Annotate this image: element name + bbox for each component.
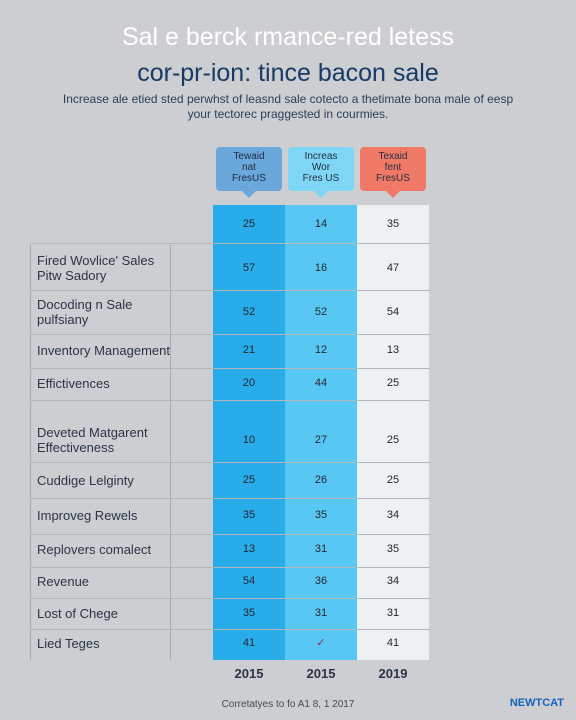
column-header-2: Increas Wor Fres US	[288, 147, 354, 198]
table-cell: 34	[386, 509, 400, 521]
chart-subtitle: Increase ale etied sted perwhst of leasn…	[62, 92, 514, 121]
row-label: Effictivences	[37, 376, 212, 391]
table-cell: 41	[242, 637, 256, 649]
column-band-1	[213, 205, 285, 660]
table-cell: 54	[386, 306, 400, 318]
table-cell: 16	[314, 262, 328, 274]
table-cell: 44	[314, 377, 328, 389]
table-cell: 10	[242, 434, 256, 446]
table-cell: 34	[386, 575, 400, 587]
column-header-line: Tewaid	[233, 151, 265, 162]
row-divider	[30, 400, 430, 401]
column-header-line: FresUS	[232, 173, 266, 184]
table-cell: 12	[314, 344, 328, 356]
table-cell: 36	[314, 575, 328, 587]
table-cell: 31	[314, 543, 328, 555]
row-label: Docoding n Sale pulfsiany	[37, 297, 212, 327]
column-header-3: Texaid fent FresUS	[360, 147, 426, 198]
chart-title-line2: cor-pr-ion: tince bacon sale	[137, 59, 439, 87]
column-header-line: Texaid	[378, 151, 408, 162]
row-label: Replovers comalect	[37, 542, 212, 557]
table-cell: 31	[386, 607, 400, 619]
row-divider	[30, 243, 430, 244]
table-cell: 41	[386, 637, 400, 649]
table-cell: 52	[242, 306, 256, 318]
row-divider	[30, 567, 430, 568]
table-cell: 13	[386, 344, 400, 356]
table-cell: 25	[242, 218, 256, 230]
row-divider	[30, 368, 430, 369]
table-cell: 25	[386, 377, 400, 389]
column-header-line: Fres US	[302, 173, 340, 184]
table-cell: 52	[314, 306, 328, 318]
brand-logo: NEWTCAT	[509, 697, 564, 709]
row-label-line: pulfsiany	[37, 312, 89, 327]
table-cell: 47	[386, 262, 400, 274]
column-header-line: FresUS	[376, 173, 410, 184]
row-label-line: Inventory Management	[37, 342, 170, 358]
row-label-line: Effectiveness	[37, 440, 115, 455]
row-divider	[30, 290, 430, 291]
row-label: Lost of Chege	[37, 606, 212, 621]
table-cell: 35	[242, 509, 256, 521]
column-header-line: Wor	[311, 162, 331, 173]
row-divider	[30, 498, 430, 499]
row-label-line: Docoding n Sale	[37, 297, 133, 312]
column-header-1: Tewaid nat FresUS	[216, 147, 282, 198]
table-cell: 35	[386, 543, 400, 555]
row-label-line: Fired Wovlice' Sales	[37, 253, 155, 268]
table-cell: 35	[242, 607, 256, 619]
table-cell: 31	[314, 607, 328, 619]
row-label-line: Effictivences	[37, 375, 110, 391]
table-border	[30, 245, 31, 660]
table-cell: 26	[314, 474, 328, 486]
column-band-3	[357, 205, 429, 660]
row-divider	[30, 629, 430, 630]
row-label: Inventory Management	[37, 343, 212, 358]
row-divider	[30, 598, 430, 599]
row-label-line: Improveg Rewels	[37, 507, 138, 523]
row-label: Cuddige Lelginty	[37, 473, 212, 488]
table-cell: 25	[242, 474, 256, 486]
row-label: Lied Teges	[37, 636, 212, 651]
column-header-line: nat	[242, 162, 256, 173]
row-divider	[30, 334, 430, 335]
row-label-line: Deveted Matgarent	[37, 425, 148, 440]
table-cell: ✓	[316, 637, 326, 649]
table-cell: 35	[386, 218, 400, 230]
table-cell: 21	[242, 344, 256, 356]
table-cell: 25	[386, 434, 400, 446]
row-label: Improveg Rewels	[37, 508, 212, 523]
row-label: Revenue	[37, 574, 212, 589]
row-label-line: Pitw Sadory	[37, 268, 107, 283]
column-header-line: fent	[384, 162, 402, 173]
row-label-line: Cuddige Lelginty	[37, 472, 134, 488]
column-header-line: Increas	[304, 151, 338, 162]
table-cell: 54	[242, 575, 256, 587]
table-cell: 57	[242, 262, 256, 274]
table-cell: 25	[386, 474, 400, 486]
year-label-2: 2015	[306, 666, 336, 681]
row-divider	[30, 534, 430, 535]
column-band-2	[285, 205, 357, 660]
row-label-line: Lied Teges	[37, 635, 100, 651]
table-cell: 27	[314, 434, 328, 446]
table-cell: 13	[242, 543, 256, 555]
chart-title-line1: Sal e berck rmance-red letess	[121, 23, 455, 51]
table-cell: 14	[314, 218, 328, 230]
row-label-line: Revenue	[37, 573, 90, 589]
year-label-1: 2015	[234, 666, 264, 681]
row-label-line: Replovers comalect	[37, 541, 152, 557]
footer-note: Corretatyes to fo A1 8, 1 2017	[221, 699, 355, 710]
row-divider	[30, 462, 430, 463]
table-border	[170, 245, 171, 660]
row-label: Fired Wovlice' Sales Pitw Sadory	[37, 253, 212, 283]
row-label-line: Lost of Chege	[37, 605, 118, 621]
table-cell: 20	[242, 377, 256, 389]
year-label-3: 2019	[378, 666, 408, 681]
table-cell: 35	[314, 509, 328, 521]
row-label: Deveted Matgarent Effectiveness	[37, 425, 212, 455]
